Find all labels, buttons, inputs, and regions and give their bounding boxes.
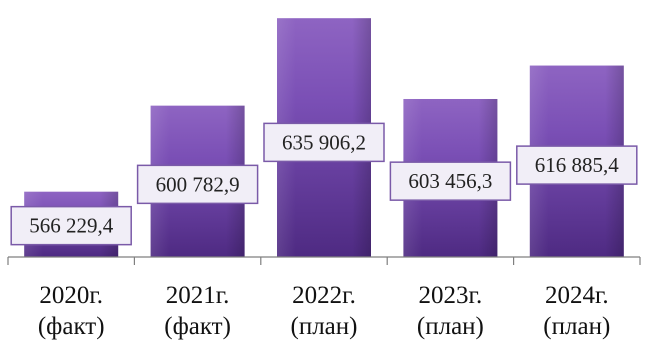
- x-tick-status: (факт): [38, 313, 105, 340]
- x-tick-label-5: 2024г. (план): [543, 282, 610, 340]
- x-tick-year: 2022г.: [292, 282, 356, 309]
- data-label-text: 600 782,9: [156, 172, 240, 196]
- data-label-1: 566 229,4: [10, 205, 132, 246]
- data-label-box: [389, 161, 512, 201]
- x-tick-labels-layer: 2020г.(факт)2021г.(факт)2022г.(план)2023…: [38, 282, 610, 340]
- data-label-4: 603 456,3: [389, 161, 512, 201]
- x-tick-year: 2020г.: [39, 282, 103, 309]
- data-label-box: [263, 122, 385, 163]
- x-tick-status: (факт): [164, 313, 231, 340]
- data-label-box: [136, 164, 259, 205]
- x-tick-label-2: 2021г. (факт): [164, 282, 231, 340]
- data-label-text: 635 906,2: [282, 130, 366, 154]
- x-tick-label-1: 2020г. (факт): [38, 282, 105, 340]
- x-tick-status: (план): [417, 313, 484, 340]
- data-label-box: [516, 145, 638, 185]
- data-labels-layer: 566 229,4 600 782,9 635 906,2 603 456,3 616 …: [10, 122, 638, 246]
- data-label-5: 616 885,4: [516, 145, 638, 185]
- x-tick-label-4: 2023г. (план): [417, 282, 484, 340]
- x-tick-status: (план): [543, 313, 610, 340]
- data-label-2: 600 782,9: [136, 164, 259, 205]
- data-label-text: 566 229,4: [29, 214, 114, 238]
- x-tick-status: (план): [291, 313, 358, 340]
- data-label-3: 635 906,2: [263, 122, 385, 163]
- x-tick-year: 2023г.: [419, 282, 483, 309]
- x-tick-year: 2021г.: [166, 282, 230, 309]
- data-label-box: [10, 205, 132, 246]
- x-tick-year: 2024г.: [545, 282, 609, 309]
- data-label-text: 616 885,4: [535, 153, 620, 177]
- x-axis: [7, 256, 641, 265]
- x-tick-label-3: 2022г. (план): [291, 282, 358, 340]
- data-label-text: 603 456,3: [408, 169, 492, 193]
